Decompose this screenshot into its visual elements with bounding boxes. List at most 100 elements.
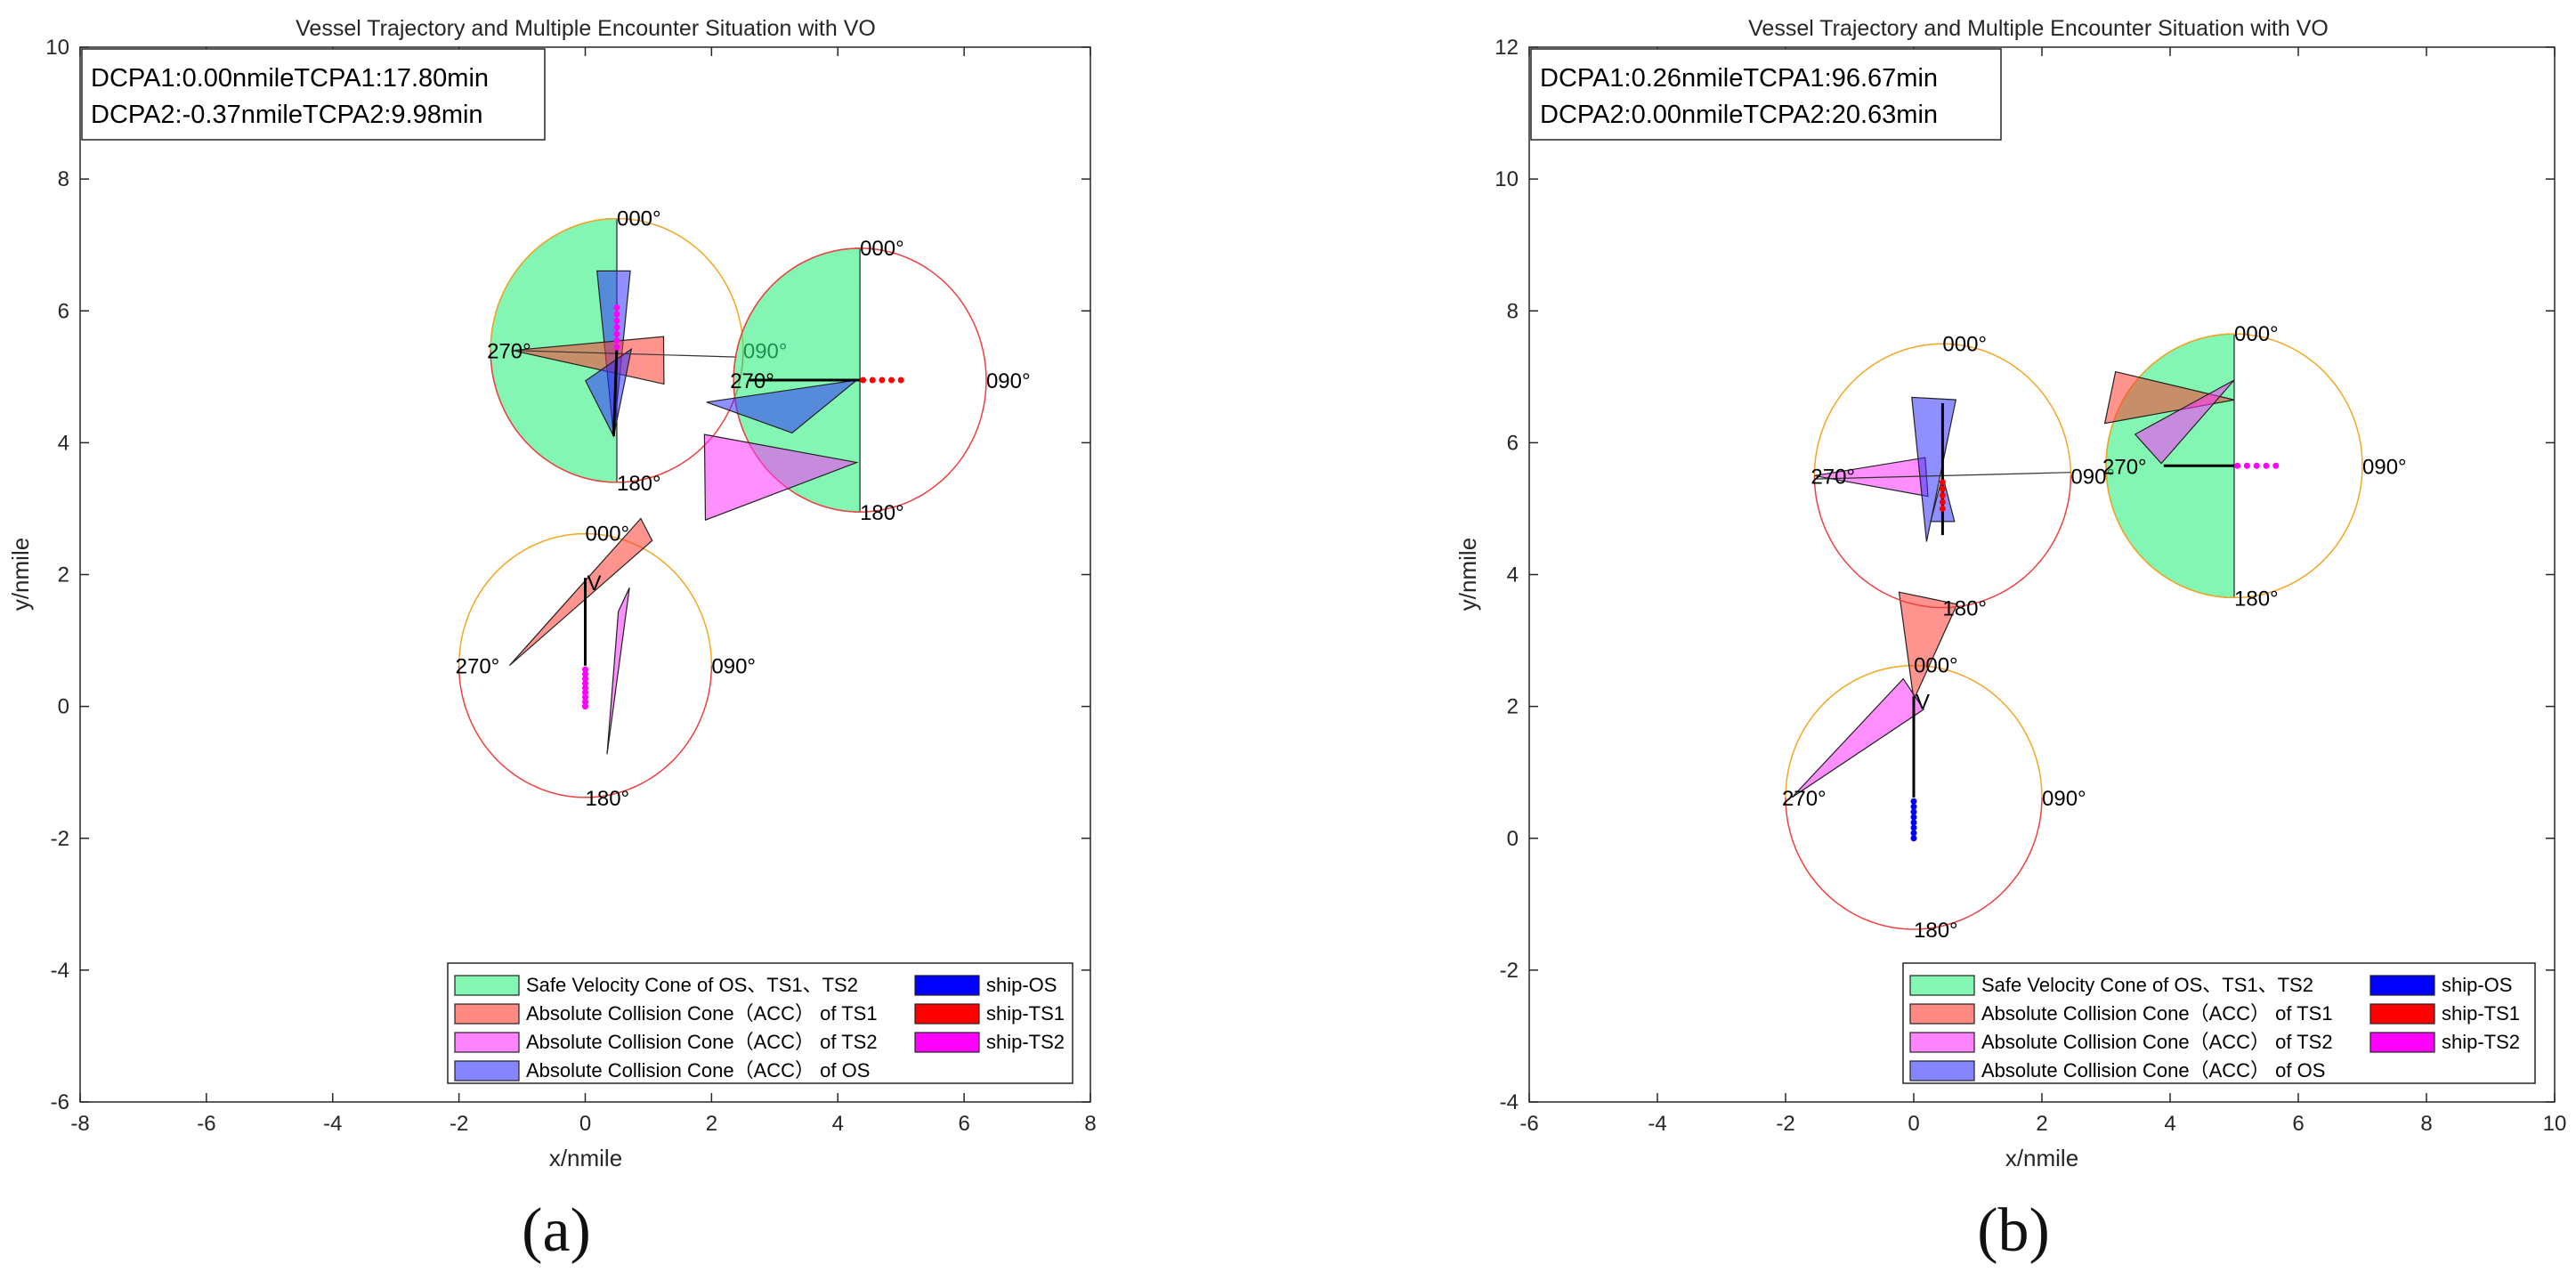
panel-b-track-point-ts1 xyxy=(1939,498,1946,506)
panel-a-velocity-circle-lower-os xyxy=(458,665,713,798)
panel-b-dcpa-annotation: DCPA1:0.26nmileTCPA1:96.67min DCPA2:0.00… xyxy=(1530,48,2002,141)
panel-a-cone-edge-line xyxy=(512,350,737,358)
panel-a-y-tick-label: 0 xyxy=(58,695,69,719)
panel-b-legend-label: Safe Velocity Cone of OS、TS1、TS2 xyxy=(1981,974,2313,996)
panel-a-collision-cone-acc-os xyxy=(706,379,859,433)
panel-b-track-point-ts1 xyxy=(1939,492,1946,499)
panel-b-heading-000-label: 000° xyxy=(2234,322,2279,346)
panel-b-velocity-circle-upper-ts1 xyxy=(1813,343,2072,476)
panel-b-collision-cone-acc-ts2 xyxy=(2134,379,2235,465)
panel-b-heading-180-label: 180° xyxy=(2234,587,2279,611)
panel-a-y-tick-label: -6 xyxy=(51,1090,69,1114)
panel-b-heading-270-label: 270° xyxy=(1810,465,1855,489)
panel-a-plot-area: V000°090°180°270°000°090°180°270°000°090… xyxy=(456,207,1031,811)
panel-a-track-point-ts2 xyxy=(613,324,620,331)
panel-a-velocity-label: V xyxy=(587,571,602,595)
panel-a-legend-label: Absolute Collision Cone（ACC） of TS2 xyxy=(526,1031,878,1053)
panel-a-vessel-ts1: 000° 090° 180° 270° xyxy=(703,237,1031,525)
panel-a-velocity-circle-upper-ts1 xyxy=(733,247,987,381)
panel-b-track-point-os xyxy=(1910,824,1917,831)
panel-a-y-tick-label: 4 xyxy=(58,431,69,455)
panel-a-legend-swatch xyxy=(454,975,520,996)
panel-a-legend-label: ship-TS1 xyxy=(986,1002,1065,1025)
panel-b-legend-swatch xyxy=(1909,975,1975,996)
panel-b-legend-label: Absolute Collision Cone（ACC） of TS1 xyxy=(1981,1002,2333,1025)
panel-a-heading-180-label: 180° xyxy=(860,501,904,525)
panel-a-annotation-line-2: DCPA2:-0.37nmileTCPA2:9.98min xyxy=(91,101,483,129)
panel-b-collision-cone-acc-ts2 xyxy=(1791,677,1924,798)
panel-a-legend-label: Absolute Collision Cone（ACC） of TS1 xyxy=(526,1002,878,1025)
panel-b-track-point-ts2 xyxy=(2243,462,2250,469)
panel-b-track-point-os xyxy=(1910,814,1917,821)
panel-b-legend-label: Absolute Collision Cone（ACC） of TS2 xyxy=(1981,1031,2333,1053)
panel-b-track-point-ts1 xyxy=(1939,479,1946,486)
panel-b-x-tick-label: -4 xyxy=(1648,1112,1666,1136)
panel-b-y-tick-label: 8 xyxy=(1507,299,1519,323)
panel-a-y-tick-label: 6 xyxy=(58,299,69,323)
panel-b-track-point-ts2 xyxy=(2234,462,2241,469)
panel-b-vessel-ts1: 000°090°180°270° xyxy=(1810,332,2115,620)
panel-a-heading-270-label: 270° xyxy=(487,340,531,364)
panel-b-heading-180-label: 180° xyxy=(1942,597,1987,621)
panel-b-vessel-ts2: 000° 090° 180° 270° xyxy=(2102,322,2407,611)
panel-a-track-point-ts2 xyxy=(613,344,620,351)
panel-a-heading-270-label: 270° xyxy=(730,369,774,393)
panel-a-track-point-os xyxy=(582,676,588,683)
panel-a-heading-000-label: 000° xyxy=(586,523,630,547)
panel-b-legend-swatch xyxy=(1909,1060,1975,1082)
panel-a-axes-box xyxy=(79,46,1091,1103)
panel-a-track-point-ts2 xyxy=(613,330,620,337)
panel-a-collision-cone-acc-os xyxy=(585,347,633,438)
panel-b-annotation-line-1: DCPA1:0.26nmileTCPA1:96.67min xyxy=(1540,64,1938,93)
panel-a-x-tick-label: 0 xyxy=(579,1112,591,1136)
panel-b-x-tick-label: 10 xyxy=(2543,1112,2567,1136)
panel-b: Vessel Trajectory and Multiple Encounter… xyxy=(1454,16,2566,1265)
panel-b-track-point-os xyxy=(1910,819,1917,826)
panel-a-vessel-os: V 000° 090° 180° 270° xyxy=(456,517,756,811)
panel-a-heading-090-label: 090° xyxy=(711,655,756,679)
panel-b-track-point-os xyxy=(1910,835,1917,842)
panel-a-x-tick-label: -4 xyxy=(323,1112,342,1136)
panel-a-vessel-ts2: 000°090°180°270° xyxy=(487,207,787,496)
panel-a-velocity-circle-upper-ts2 xyxy=(490,217,744,351)
panel-b-label: (b) xyxy=(1977,1196,2050,1265)
panel-a-track-point-os xyxy=(582,680,588,687)
panel-b-heading-270-label: 270° xyxy=(2102,455,2147,479)
panel-b-x-tick-label: 0 xyxy=(1908,1112,1919,1136)
panel-b-x-tick-label: -2 xyxy=(1776,1112,1794,1136)
panel-b-track-point-ts1 xyxy=(1939,485,1946,492)
panel-a-legend-swatch xyxy=(914,975,980,996)
panel-b-y-tick-label: 10 xyxy=(1495,167,1519,191)
panel-b-axes-box xyxy=(1528,46,2556,1103)
panel-a-track-point-ts1 xyxy=(888,377,895,384)
panel-b-y-tick-label: 4 xyxy=(1507,563,1519,587)
panel-a-x-tick-label: 4 xyxy=(832,1112,844,1136)
panel-b-legend-swatch xyxy=(2369,1003,2435,1025)
panel-a-heading-090-label: 090° xyxy=(986,369,1031,393)
panel-b-y-tick-label: 2 xyxy=(1507,695,1519,719)
panel-a-x-tick-label: 6 xyxy=(958,1112,969,1136)
panel-a-title: Vessel Trajectory and Multiple Encounter… xyxy=(296,16,876,41)
panel-a-y-tick-label: 8 xyxy=(58,167,69,191)
panel-a-collision-cone-acc-ts2 xyxy=(703,433,859,522)
panel-b-track-point-ts2 xyxy=(2263,462,2270,469)
panel-b-legend-label: Absolute Collision Cone（ACC） of OS xyxy=(1981,1059,2325,1082)
panel-b-y-tick-label: 0 xyxy=(1507,827,1519,851)
panel-b-heading-270-label: 270° xyxy=(1782,787,1827,811)
panel-b-heading-090-label: 090° xyxy=(2042,787,2086,811)
panel-a-x-tick-label: -6 xyxy=(197,1112,215,1136)
panel-a-track-point-os xyxy=(582,670,588,677)
panel-b-y-axis-label: y/nmile xyxy=(1454,538,1481,611)
panel-a-track-point-os xyxy=(582,689,588,696)
panel-b-legend-swatch xyxy=(1909,1003,1975,1025)
panel-a-y-tick-label: 2 xyxy=(58,563,69,587)
panel-a-track-point-os xyxy=(582,698,588,705)
panel-b-velocity-circle-lower-ts1 xyxy=(1813,475,2072,609)
panel-a-velocity-circle-lower-ts2 xyxy=(490,350,744,483)
panel-a-legend-swatch xyxy=(454,1032,520,1053)
panel-a-track-point-ts2 xyxy=(613,317,620,324)
panel-a-legend-swatch xyxy=(914,1032,980,1053)
panel-a-heading-180-label: 180° xyxy=(586,787,630,811)
